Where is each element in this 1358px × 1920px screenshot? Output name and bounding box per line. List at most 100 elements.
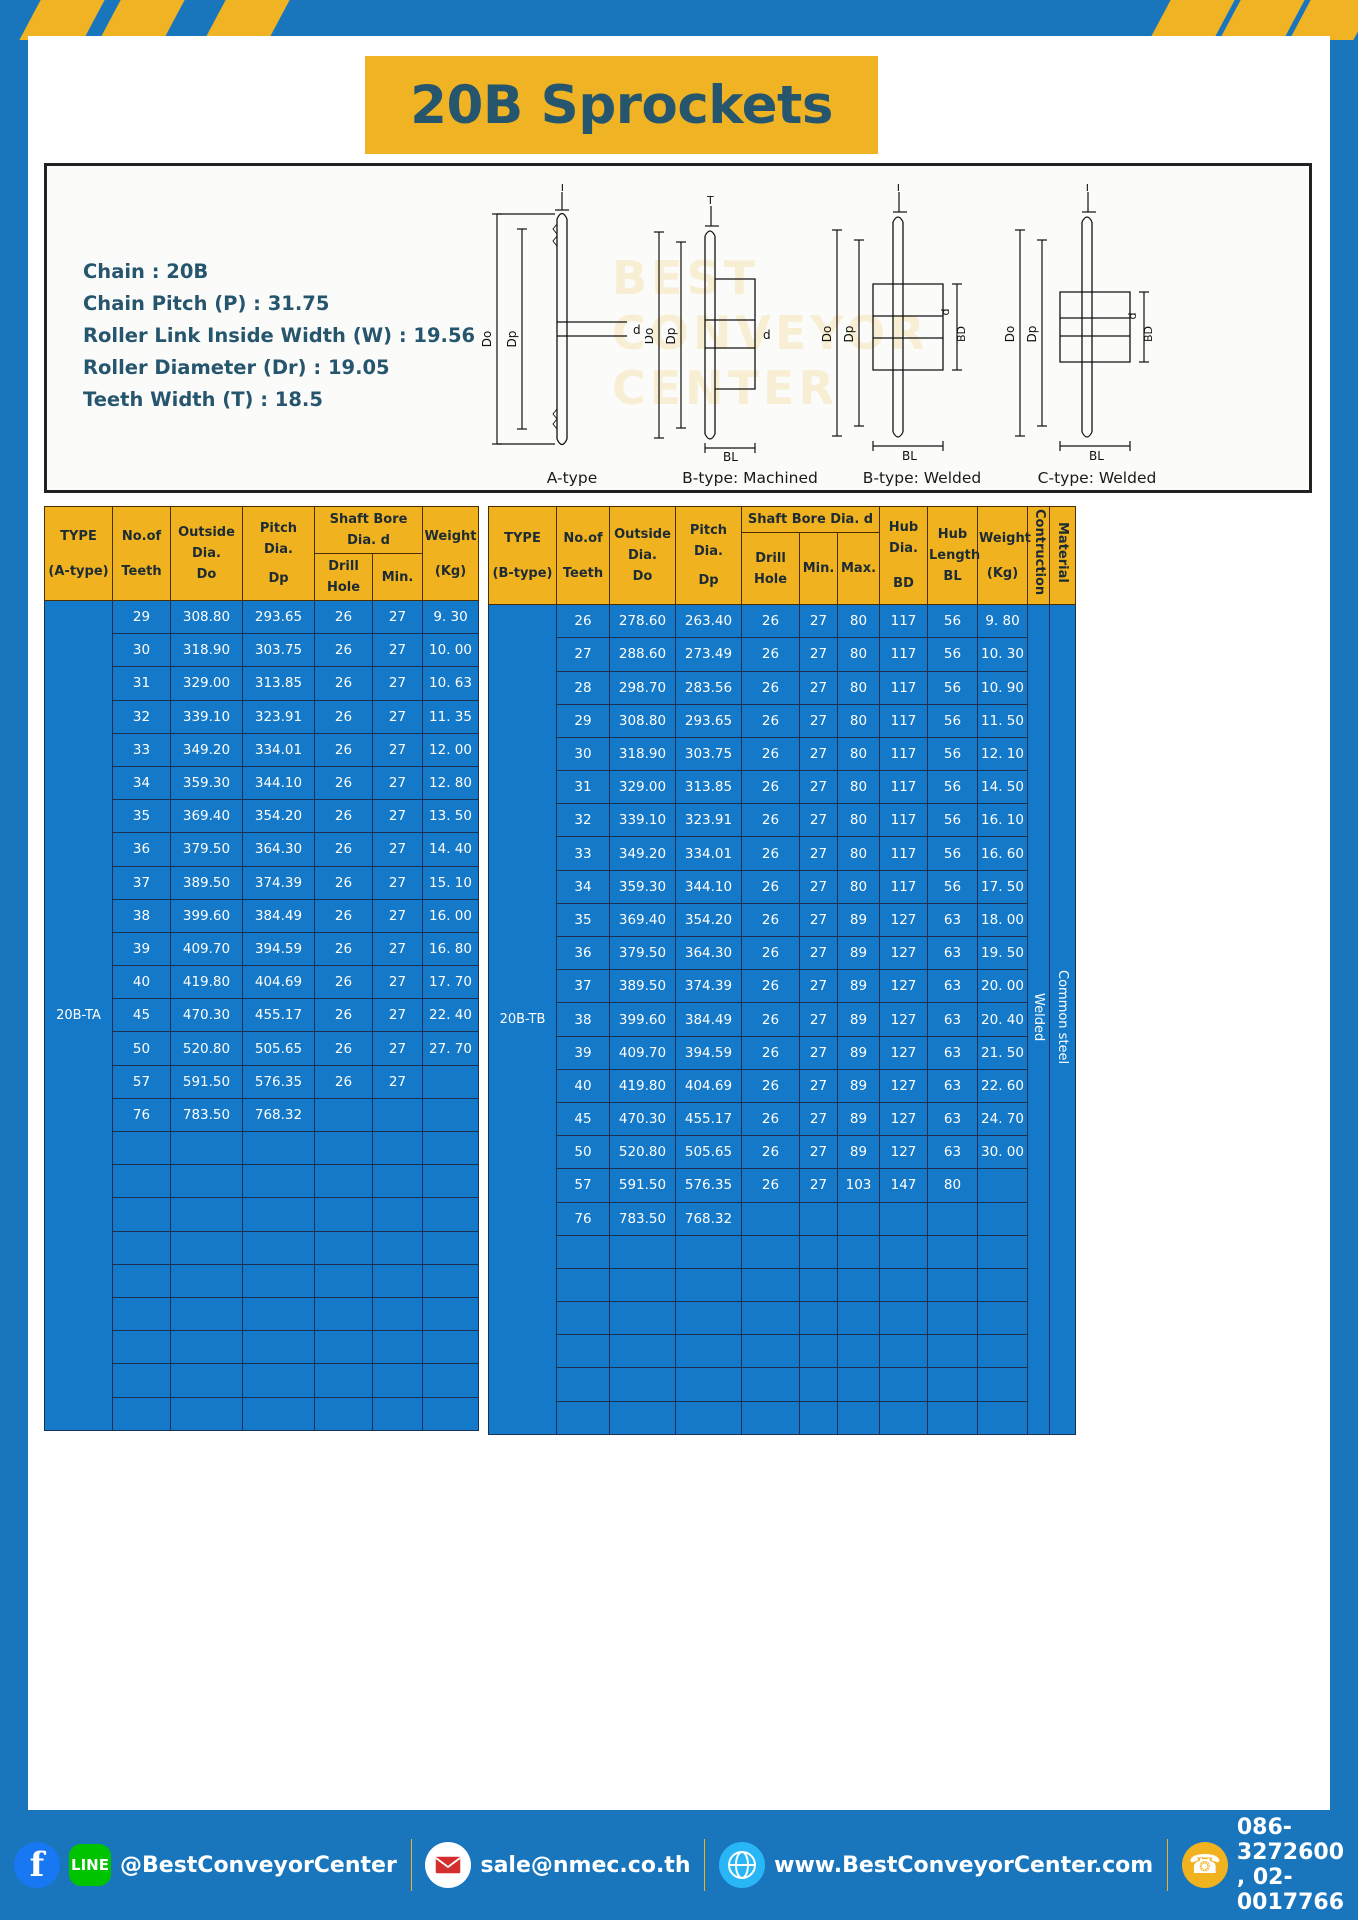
table-b-header: TYPE (B-type) No.of Teeth Outside Dia. D… (488, 505, 1077, 606)
cell-drill-hole: 26 (741, 1101, 800, 1137)
svg-text:Dp: Dp (505, 331, 519, 348)
cell-dp: 455.17 (242, 998, 315, 1033)
cell-weight (977, 1367, 1029, 1402)
cell-do: 520.80 (170, 1031, 243, 1066)
cell-bl: 56 (927, 703, 979, 738)
cell-do: 369.40 (609, 902, 676, 938)
cell-do (609, 1234, 676, 1269)
cell-drill-hole (314, 1164, 373, 1199)
table-row: 40 419.80 404.69 26 27 89 127 63 22. 60 (489, 1068, 1076, 1103)
cell-do (170, 1363, 243, 1398)
footer-divider-3 (1167, 1839, 1168, 1891)
cell-bd: 117 (879, 836, 929, 871)
table-row: 57 591.50 576.35 26 27 (45, 1064, 480, 1099)
cell-drill-hole (314, 1396, 373, 1431)
cell-weight: 13. 50 (422, 799, 480, 834)
cell-drill-hole: 26 (741, 803, 800, 838)
table-row (45, 1230, 480, 1265)
table-row: 32 339.10 323.91 26 27 80 117 56 16. 10 (489, 803, 1076, 838)
cell-dp: 313.85 (675, 770, 742, 805)
cell-min- (371, 1164, 424, 1199)
cell-bl (927, 1334, 979, 1369)
cell-weight (422, 1197, 480, 1232)
footer-facebook[interactable]: f LINE @BestConveyorCenter (0, 1842, 411, 1888)
table-row (45, 1263, 480, 1298)
table-row (489, 1334, 1076, 1369)
drawing-b-type-welded: T (817, 184, 1027, 489)
cell-weight (422, 1230, 480, 1265)
cell-weight (422, 1263, 480, 1298)
cell-weight: 17. 70 (422, 965, 480, 1000)
facebook-icon: f (14, 1842, 60, 1888)
cell-dp: 323.91 (675, 803, 742, 838)
cell-dp: 768.32 (675, 1201, 742, 1236)
cell-max-: 89 (836, 1101, 881, 1137)
cell-teeth (556, 1367, 610, 1402)
spec-drawing-panel: BEST CONVEYOR CENTER Chain : 20B Chain P… (44, 163, 1312, 493)
cell-min-: 27 (799, 969, 838, 1004)
cell-do (609, 1301, 676, 1336)
contact-footer: f LINE @BestConveyorCenter sale@nmec.co.… (0, 1810, 1358, 1920)
cell-dp: 303.75 (675, 736, 742, 772)
cell-drill-hole: 26 (741, 736, 800, 772)
cell-drill-hole: 26 (741, 703, 800, 738)
cell-drill-hole (314, 1263, 373, 1298)
th-b-pitch-dia: Pitch Dia. Dp (675, 505, 742, 606)
cell-min-: 27 (799, 1168, 838, 1203)
cell-bl (927, 1301, 979, 1336)
cell-teeth: 45 (556, 1101, 610, 1137)
cell-min-: 27 (371, 732, 424, 767)
footer-email[interactable]: sale@nmec.co.th (411, 1842, 704, 1888)
cell-teeth: 32 (112, 699, 171, 734)
cell-drill-hole (314, 1130, 373, 1166)
cell-bd: 117 (879, 604, 929, 639)
cell-do (609, 1334, 676, 1369)
cell-teeth (112, 1330, 171, 1365)
cell-weight (422, 1097, 480, 1133)
email-icon (425, 1842, 472, 1888)
cell-do: 349.20 (170, 732, 243, 767)
table-row: 20B-TB 26 278.60 263.40 26 27 80 117 56 9. 80 Weld… (488, 604, 1077, 1435)
cell-max- (836, 1367, 881, 1402)
cell-drill-hole: 26 (314, 732, 373, 767)
cell-drill-hole (314, 1197, 373, 1232)
cell-teeth (556, 1334, 610, 1369)
cell-max-: 89 (836, 1035, 881, 1070)
cell-max-: 89 (836, 902, 881, 938)
cell-drill-hole: 26 (314, 666, 373, 701)
cell-drill-hole: 26 (314, 965, 373, 1000)
cell-weight: 10. 90 (977, 670, 1029, 705)
cell-teeth: 29 (112, 599, 171, 635)
cell-teeth: 76 (112, 1097, 171, 1133)
cell-drill-hole: 26 (741, 1168, 800, 1203)
cell-min- (371, 1330, 424, 1365)
cell-teeth: 30 (556, 736, 610, 772)
cell-max-: 80 (836, 803, 881, 838)
cell-min-: 27 (799, 936, 838, 971)
cell-weight: 9. 80 (977, 604, 1029, 639)
cell-teeth: 37 (556, 969, 610, 1004)
cell-max- (836, 1400, 881, 1435)
cell-do: 399.60 (170, 898, 243, 933)
cell-bd (879, 1234, 929, 1269)
top-chevron-band (0, 0, 1358, 40)
cell-dp: 293.65 (675, 703, 742, 738)
th-b-hub-length: Hub Length BL (927, 505, 980, 606)
cell-dp: 374.39 (675, 969, 742, 1004)
cell-max-: 89 (836, 1135, 881, 1170)
cell-do: 419.80 (170, 965, 243, 1000)
table-row: 35 369.40 354.20 26 27 13. 50 (45, 799, 480, 834)
cell-drill-hole: 26 (314, 699, 373, 734)
cell-min- (799, 1234, 838, 1269)
footer-phone[interactable]: ☎ 086-3272600 , 02-0017766 (1168, 1815, 1358, 1915)
cell-dp: 293.65 (242, 599, 315, 635)
footer-website[interactable]: www.BestConveyorCenter.com (705, 1842, 1167, 1888)
svg-text:d: d (633, 323, 641, 337)
cell-do: 318.90 (170, 633, 243, 668)
cell-bd: 147 (879, 1168, 929, 1203)
cell-do: 339.10 (170, 699, 243, 734)
cell-teeth: 37 (112, 865, 171, 900)
cell-drill-hole (314, 1097, 373, 1133)
cell-teeth: 32 (556, 803, 610, 838)
cell-teeth: 26 (556, 604, 610, 639)
